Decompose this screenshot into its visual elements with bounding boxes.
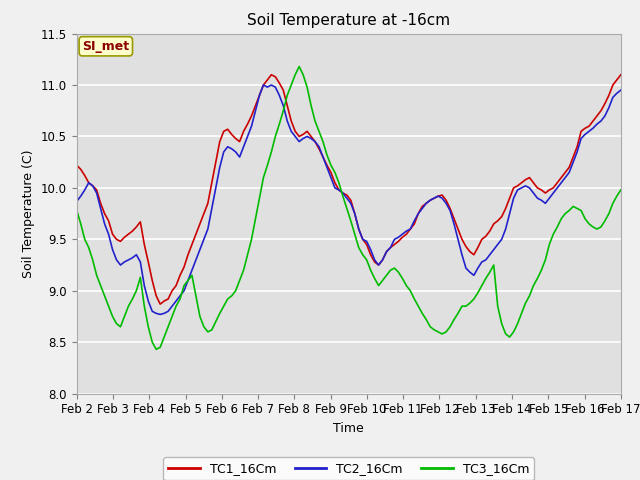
Title: Soil Temperature at -16cm: Soil Temperature at -16cm	[247, 13, 451, 28]
Legend: TC1_16Cm, TC2_16Cm, TC3_16Cm: TC1_16Cm, TC2_16Cm, TC3_16Cm	[163, 457, 534, 480]
Y-axis label: Soil Temperature (C): Soil Temperature (C)	[22, 149, 35, 278]
Text: SI_met: SI_met	[82, 40, 129, 53]
X-axis label: Time: Time	[333, 422, 364, 435]
